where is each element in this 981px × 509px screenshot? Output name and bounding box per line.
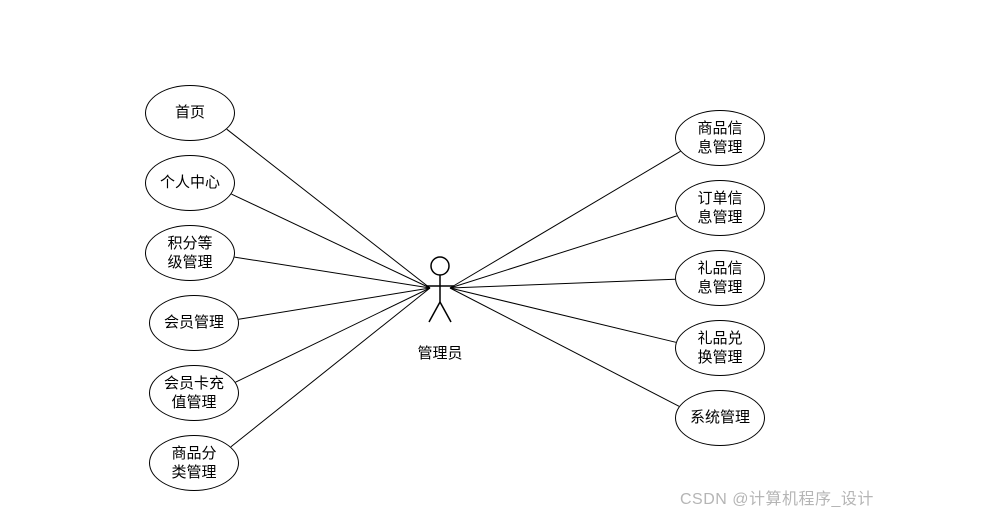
usecase-gifts: 礼品信息管理 — [675, 250, 765, 306]
usecase-orders: 订单信息管理 — [675, 180, 765, 236]
usecase-goods: 商品信息管理 — [675, 110, 765, 166]
usecase-member: 会员管理 — [149, 295, 239, 351]
watermark-text: CSDN @计算机程序_设计 — [680, 485, 874, 509]
usecase-category: 商品分类管理 — [149, 435, 239, 491]
diagram-canvas: 首页个人中心积分等级管理会员管理会员卡充值管理商品分类管理 商品信息管理订单信息管… — [0, 0, 981, 509]
usecase-system: 系统管理 — [675, 390, 765, 446]
usecase-recharge: 会员卡充值管理 — [149, 365, 239, 421]
usecase-points: 积分等级管理 — [145, 225, 235, 281]
usecase-exchange: 礼品兑换管理 — [675, 320, 765, 376]
usecase-profile: 个人中心 — [145, 155, 235, 211]
usecase-home: 首页 — [145, 85, 235, 141]
actor-label: 管理员 — [410, 342, 470, 363]
